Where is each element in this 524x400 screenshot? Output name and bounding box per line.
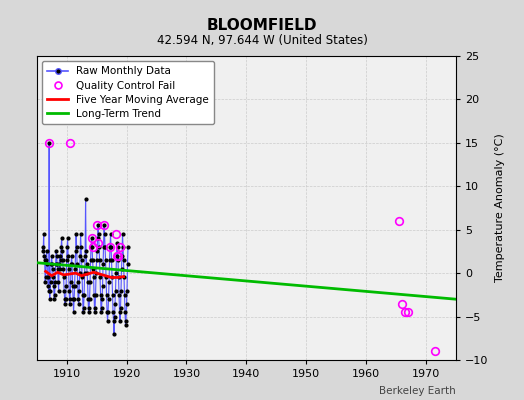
Y-axis label: Temperature Anomaly (°C): Temperature Anomaly (°C) [495,134,505,282]
Legend: Raw Monthly Data, Quality Control Fail, Five Year Moving Average, Long-Term Tren: Raw Monthly Data, Quality Control Fail, … [42,61,214,124]
Text: 42.594 N, 97.644 W (United States): 42.594 N, 97.644 W (United States) [157,34,367,47]
Text: Berkeley Earth: Berkeley Earth [379,386,456,396]
Text: BLOOMFIELD: BLOOMFIELD [207,18,317,33]
